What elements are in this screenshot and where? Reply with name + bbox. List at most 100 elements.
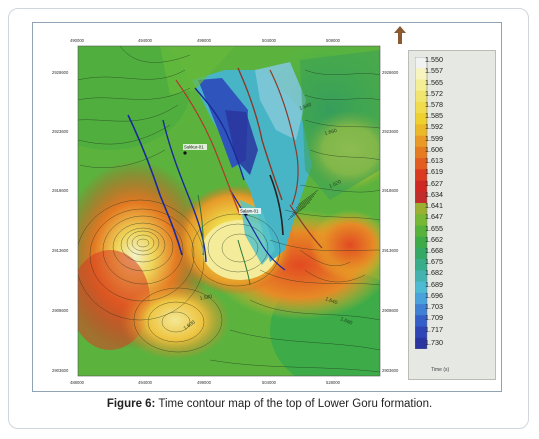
legend-value: 1.668	[425, 245, 443, 255]
y-tick-label: 2913600	[382, 248, 399, 253]
x-axis-top: 490000 494000 499000 504000 509000	[70, 38, 341, 43]
legend-swatch	[415, 57, 427, 69]
contour-label: 1.660	[339, 316, 353, 326]
legend-value: 1.675	[425, 257, 443, 267]
legend-swatch	[415, 180, 427, 193]
y-tick-label: 2928600	[382, 70, 399, 75]
y-axis-right: 2928600 2923600 2918600 2913600 2908600 …	[382, 70, 399, 373]
y-tick-label: 2908600	[382, 308, 399, 313]
legend-value: 1.655	[425, 223, 443, 233]
fault-zone	[287, 189, 319, 221]
legend-swatch	[415, 281, 427, 294]
legend-swatch	[415, 315, 427, 327]
contour-label: 1.660	[324, 128, 338, 137]
legend-swatch	[415, 101, 427, 114]
fault-lines	[127, 67, 323, 286]
legend-value: 1.696	[425, 290, 443, 300]
legend-value: 1.557	[425, 66, 443, 76]
x-tick-label: 528000	[326, 380, 341, 385]
legend-value: 1.641	[425, 201, 443, 210]
y-tick-label: 2908600	[52, 308, 69, 313]
legend-swatch	[415, 203, 427, 215]
legend-swatch	[415, 169, 427, 181]
legend-value: 1.730	[425, 337, 443, 347]
legend-swatch	[415, 113, 427, 125]
x-tick-label: 488000	[70, 380, 85, 385]
legend-swatch	[415, 79, 427, 91]
legend-swatch	[415, 124, 427, 136]
contour-label: 1.620	[328, 179, 342, 190]
well-label: Salam-01	[240, 209, 259, 214]
legend-value: 1.599	[425, 133, 443, 143]
legend-swatch	[415, 270, 427, 282]
legend-value: 1.662	[425, 234, 443, 244]
legend-value: 1.634	[425, 189, 443, 199]
legend-value: 1.709	[425, 313, 443, 323]
legend-value: 1.717	[425, 324, 443, 334]
legend-swatch	[415, 135, 427, 148]
legend-swatch	[415, 68, 427, 80]
legend-value: 1.682	[425, 268, 443, 278]
y-tick-label: 2913600	[52, 248, 69, 253]
y-tick-label: 2918600	[52, 188, 69, 193]
legend-value: 1.578	[425, 99, 443, 109]
legend-swatch	[415, 326, 427, 339]
color-legend: 1.550 1.557 1.565 1.572 1.578 1.585 1.592 1.599…	[408, 50, 496, 380]
legend-value: 1.647	[425, 212, 443, 222]
north-arrow-icon	[394, 26, 406, 44]
y-tick-label: 2918600	[382, 188, 399, 193]
legend-unit: Time (s)	[431, 367, 450, 373]
legend-value: 1.689	[425, 279, 443, 289]
map-fill	[78, 46, 380, 376]
legend-swatch	[415, 90, 427, 103]
well-marker	[183, 151, 187, 155]
contour-labels: 1.640 1.660 1.620 1.640 1.660 1.580 1.60…	[183, 102, 354, 332]
legend-swatch	[415, 236, 427, 249]
y-axis-left: 2928600 2923600 2918600 2913600 2908600 …	[52, 70, 69, 373]
legend-swatch	[415, 214, 427, 226]
legend-value: 1.585	[425, 111, 443, 121]
y-tick-label: 2923600	[382, 129, 399, 134]
legend-value: 1.619	[425, 167, 443, 177]
legend-value: 1.703	[425, 302, 443, 312]
contour-label: 1.640	[324, 296, 338, 306]
x-tick-label: 499000	[197, 38, 212, 43]
caption-text: Time contour map of the top of Lower Gor…	[155, 398, 433, 410]
legend-swatch	[415, 337, 427, 349]
y-tick-label: 2928600	[52, 70, 69, 75]
x-tick-label: 504000	[262, 38, 277, 43]
caption-label: Figure 6:	[106, 398, 156, 410]
legend-swatch	[415, 259, 427, 271]
contour-label: 1.640	[299, 102, 313, 112]
legend-swatch	[415, 247, 427, 260]
legend-swatch	[415, 158, 427, 170]
y-tick-label: 2923600	[52, 129, 69, 134]
contour-label: 1.580	[199, 294, 213, 302]
legend-value: 1.592	[425, 122, 443, 132]
legend-swatch	[415, 304, 427, 316]
legend-swatch	[415, 191, 427, 204]
x-tick-label: 504000	[262, 380, 277, 385]
legend-value: 1.606	[425, 144, 443, 154]
x-axis-bottom: 488000 494000 499000 504000 528000	[70, 380, 341, 385]
legend-value: 1.550	[425, 55, 443, 64]
well-label: Sukkur-01	[184, 145, 204, 150]
wells: Sukkur-01 Salam-01	[183, 144, 261, 216]
x-tick-label: 499000	[197, 380, 212, 385]
legend-colorbar	[415, 57, 428, 349]
legend-value: 1.627	[425, 178, 443, 188]
x-tick-label: 490000	[70, 38, 85, 43]
legend-swatch	[415, 292, 427, 305]
y-tick-label: 2903600	[382, 368, 399, 373]
map-border	[77, 45, 381, 377]
legend-colorbar-border	[415, 57, 428, 349]
legend-value: 1.572	[425, 88, 443, 98]
y-tick-label: 2903600	[52, 368, 69, 373]
legend-value: 1.613	[425, 156, 443, 166]
legend-swatch	[415, 146, 427, 159]
contour-lines	[78, 46, 380, 373]
x-tick-label: 494000	[138, 38, 153, 43]
x-tick-label: 494000	[138, 380, 153, 385]
legend-swatch	[415, 225, 427, 237]
